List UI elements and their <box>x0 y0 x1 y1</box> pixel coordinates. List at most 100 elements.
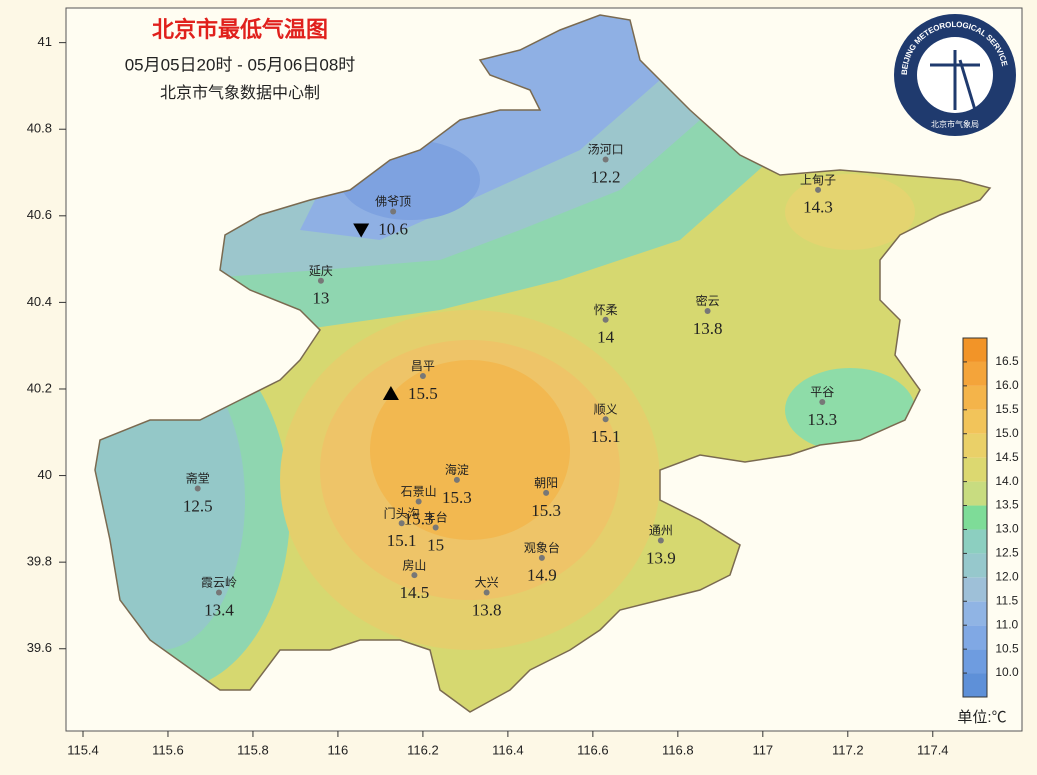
x-tick-label: 116.4 <box>492 742 524 757</box>
x-tick-label: 115.6 <box>152 742 184 757</box>
station-name: 汤河口 <box>588 143 624 157</box>
colorbar-label: 14.0 <box>995 474 1019 488</box>
station-dot <box>602 156 609 163</box>
station-dot <box>317 277 324 284</box>
station-dot <box>411 572 418 579</box>
colorbar-label: 10.5 <box>995 641 1019 655</box>
station-value: 15.3 <box>531 501 561 520</box>
station-dot <box>432 524 439 531</box>
station-dot <box>657 537 664 544</box>
station-dot <box>453 476 460 483</box>
station-name: 石景山 <box>401 485 437 499</box>
station-value: 13.9 <box>646 548 676 567</box>
colorbar-label: 14.5 <box>995 450 1019 464</box>
y-tick-label: 39.6 <box>27 640 52 655</box>
station-value: 14 <box>597 328 615 347</box>
station-name: 昌平 <box>411 359 435 373</box>
colorbar-label: 11.0 <box>996 617 1019 631</box>
colorbar-segment <box>963 649 987 674</box>
station-name: 海淀 <box>445 462 469 477</box>
station-value: 15.1 <box>591 427 621 446</box>
colorbar-segment <box>963 625 987 650</box>
station-value: 13.4 <box>204 600 234 619</box>
colorbar-segment <box>963 505 987 530</box>
station-value: 14.9 <box>527 566 557 585</box>
station-dot <box>215 589 222 596</box>
colorbar-segment <box>963 553 987 578</box>
map-period: 05月05日20时 - 05月06日08时 <box>125 55 356 74</box>
extreme-marker <box>382 385 399 400</box>
y-tick-label: 40.2 <box>27 380 52 395</box>
station-value: 13.3 <box>807 410 837 429</box>
colorbar-segment <box>963 529 987 554</box>
station-dot <box>538 554 545 561</box>
station-dot <box>483 589 490 596</box>
station-name: 密云 <box>696 293 720 308</box>
x-tick-label: 117 <box>752 742 773 757</box>
station-name: 观象台 <box>524 540 560 555</box>
x-tick-label: 115.4 <box>67 742 99 757</box>
y-tick-label: 40.6 <box>27 207 52 222</box>
colorbar-unit: 单位:℃ <box>957 709 1006 726</box>
station-name: 上甸子 <box>800 173 836 187</box>
station-dot <box>194 485 201 492</box>
colorbar-segment <box>963 577 987 602</box>
station-name: 怀柔 <box>594 303 618 317</box>
station-value: 15.5 <box>408 384 438 403</box>
x-tick-label: 116 <box>328 742 349 757</box>
x-tick-label: 116.2 <box>407 742 439 757</box>
station-value: 15.3 <box>442 488 472 507</box>
station-dot <box>419 372 426 379</box>
station-dot <box>415 498 422 505</box>
station-name: 延庆 <box>309 264 333 278</box>
colorbar-segment <box>963 409 987 434</box>
logo-glyph <box>930 50 980 111</box>
y-tick-label: 41 <box>38 34 52 49</box>
colorbar-segment <box>963 673 987 697</box>
station-dot <box>819 398 826 405</box>
station-name: 大兴 <box>475 576 499 590</box>
map-producer: 北京市气象数据中心制 <box>160 84 320 102</box>
field-band <box>785 174 915 250</box>
colorbar-segment <box>963 385 987 410</box>
colorbar-segment <box>963 481 987 506</box>
x-tick-label: 117.4 <box>917 742 949 757</box>
station-dot <box>602 316 609 323</box>
colorbar-segment <box>963 457 987 482</box>
station-value: 14.5 <box>400 583 430 602</box>
colorbar-label: 15.5 <box>995 402 1019 416</box>
colorbar-label: 13.0 <box>995 522 1019 536</box>
station-name: 霞云岭 <box>201 576 237 590</box>
station-value: 15 <box>427 535 444 554</box>
station-value: 13.8 <box>472 600 502 619</box>
station-value: 13 <box>312 289 329 308</box>
station-value: 13.8 <box>693 319 723 338</box>
y-tick-label: 40.4 <box>27 294 52 309</box>
colorbar-label: 16.5 <box>995 354 1019 368</box>
station-value: 10.6 <box>378 219 408 238</box>
station-dot <box>390 208 397 215</box>
station-value: 14.3 <box>803 198 833 217</box>
logo-name: 北京市气象局 <box>931 119 979 129</box>
colorbar-label: 15.0 <box>995 426 1019 440</box>
station-name: 通州 <box>649 524 673 538</box>
station-dot <box>815 186 822 193</box>
colorbar-segment <box>963 338 987 362</box>
station-dot <box>543 489 550 496</box>
map-title: 北京市最低气温图 <box>152 17 328 42</box>
station-name: 房山 <box>402 557 426 572</box>
field-band <box>370 360 570 540</box>
station-name: 平谷 <box>810 385 834 399</box>
station-dot <box>704 308 711 315</box>
colorbar-segment <box>963 361 987 386</box>
colorbar-frame <box>962 337 988 698</box>
station-dot <box>602 416 609 423</box>
station-name: 顺义 <box>594 402 618 416</box>
y-tick-label: 40.8 <box>27 121 52 136</box>
station-value: 12.2 <box>591 167 621 186</box>
x-tick-label: 116.6 <box>577 742 609 757</box>
station-name: 丰台 <box>424 510 448 525</box>
colorbar-label: 12.5 <box>995 546 1019 560</box>
station-value: 15.1 <box>387 531 417 550</box>
